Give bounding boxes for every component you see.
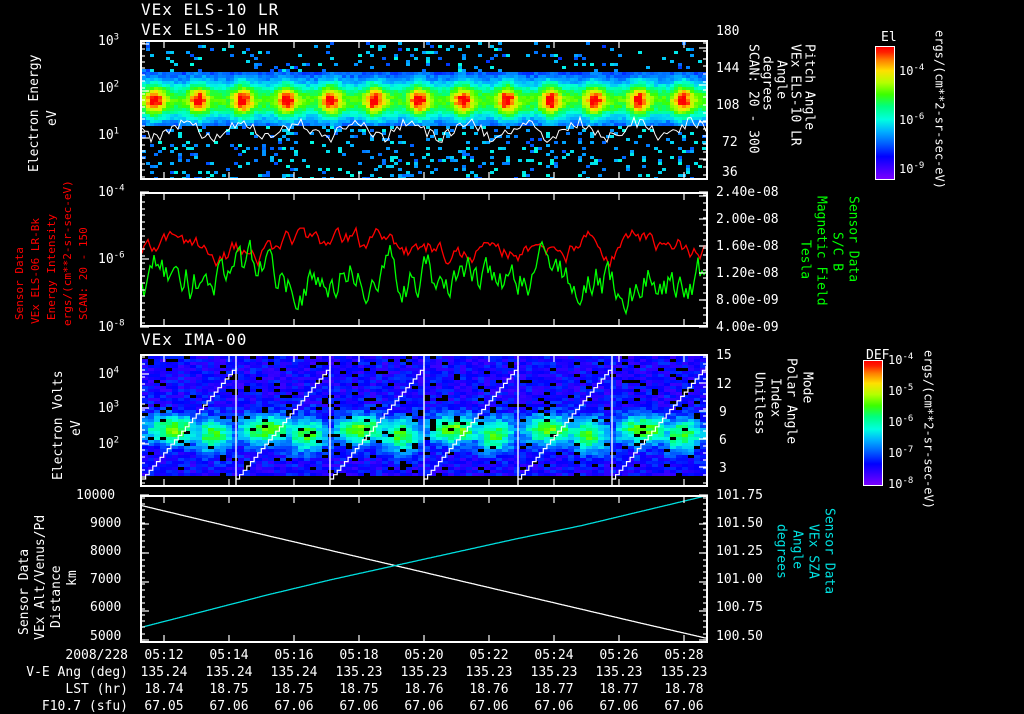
bottom-cell-lst-5: 18.76 — [463, 682, 515, 697]
bottom-row-label-f107: F10.7 (sfu) — [0, 699, 128, 714]
bottom-cell-lst-8: 18.78 — [658, 682, 710, 697]
bottom-cell-f107-0: 67.05 — [138, 699, 190, 714]
bottom-cell-time-6: 05:24 — [528, 648, 580, 663]
bottom-cell-ve-ang-0: 135.24 — [138, 665, 190, 680]
bottom-cell-ve-ang-6: 135.23 — [528, 665, 580, 680]
bottom-cell-time-8: 05:28 — [658, 648, 710, 663]
bottom-cell-time-4: 05:20 — [398, 648, 450, 663]
bottom-cell-f107-2: 67.06 — [268, 699, 320, 714]
bottom-cell-time-3: 05:18 — [333, 648, 385, 663]
bottom-cell-f107-8: 67.06 — [658, 699, 710, 714]
bottom-cell-lst-1: 18.75 — [203, 682, 255, 697]
bottom-cell-lst-4: 18.76 — [398, 682, 450, 697]
bottom-cell-time-2: 05:16 — [268, 648, 320, 663]
bottom-cell-lst-0: 18.74 — [138, 682, 190, 697]
bottom-cell-f107-7: 67.06 — [593, 699, 645, 714]
bottom-cell-lst-7: 18.77 — [593, 682, 645, 697]
bottom-cell-time-5: 05:22 — [463, 648, 515, 663]
bottom-cell-time-0: 05:12 — [138, 648, 190, 663]
bottom-cell-ve-ang-5: 135.23 — [463, 665, 515, 680]
bottom-cell-lst-2: 18.75 — [268, 682, 320, 697]
bottom-cell-ve-ang-2: 135.24 — [268, 665, 320, 680]
bottom-cell-lst-6: 18.77 — [528, 682, 580, 697]
bottom-cell-time-7: 05:26 — [593, 648, 645, 663]
bottom-cell-lst-3: 18.75 — [333, 682, 385, 697]
bottom-cell-ve-ang-7: 135.23 — [593, 665, 645, 680]
bottom-row-label-veang: V-E Ang (deg) — [0, 665, 128, 680]
bottom-cell-f107-1: 67.06 — [203, 699, 255, 714]
bottom-cell-f107-6: 67.06 — [528, 699, 580, 714]
bottom-cell-ve-ang-3: 135.23 — [333, 665, 385, 680]
bottom-row-label-lst: LST (hr) — [0, 682, 128, 697]
bottom-cell-f107-4: 67.06 — [398, 699, 450, 714]
bottom-row-label-date: 2008/228 — [0, 648, 128, 663]
bottom-cell-f107-3: 67.06 — [333, 699, 385, 714]
bottom-cell-ve-ang-8: 135.23 — [658, 665, 710, 680]
bottom-cell-time-1: 05:14 — [203, 648, 255, 663]
bottom-cell-ve-ang-1: 135.24 — [203, 665, 255, 680]
bottom-cell-ve-ang-4: 135.23 — [398, 665, 450, 680]
bottom-cell-f107-5: 67.06 — [463, 699, 515, 714]
